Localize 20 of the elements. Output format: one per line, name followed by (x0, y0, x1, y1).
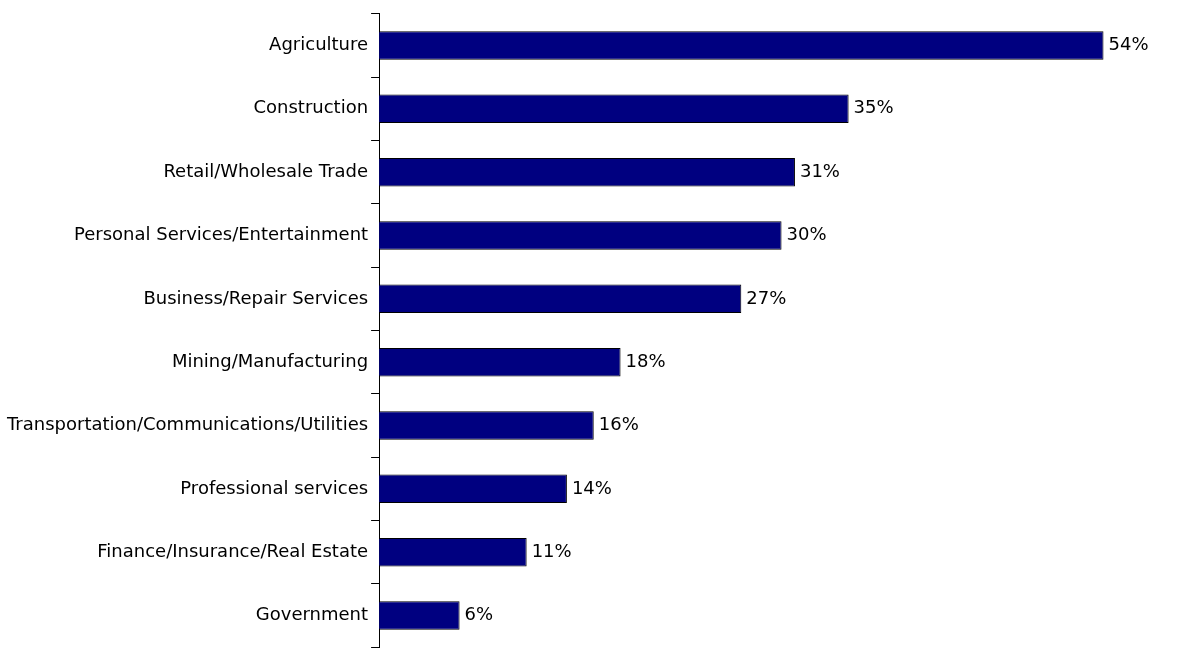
y-tick-label: Professional services (180, 476, 369, 498)
data-label: 18% (625, 349, 666, 371)
y-tick-label: Transportation/Communications/Utilities (5, 413, 369, 435)
data-label: 16% (598, 413, 639, 435)
y-tick-label: Business/Repair Services (143, 286, 369, 308)
data-label: 14% (571, 476, 612, 498)
data-label: 27% (746, 286, 787, 308)
y-tick-label: Agriculture (269, 33, 369, 55)
data-label: 30% (786, 223, 827, 245)
data-label: 54% (1108, 33, 1149, 55)
y-tick-label: Personal Services/Entertainment (74, 223, 369, 245)
y-tick-label: Government (255, 603, 369, 625)
data-label: 6% (464, 603, 494, 625)
y-tick-label: Construction (253, 96, 369, 118)
y-tick-label: Mining/Manufacturing (171, 349, 369, 371)
data-label: 31% (799, 159, 840, 181)
data-label: 11% (531, 539, 572, 561)
y-tick-label: Retail/Wholesale Trade (163, 159, 369, 181)
y-tick-label: Finance/Insurance/Real Estate (97, 539, 369, 561)
data-label: 35% (853, 96, 894, 118)
